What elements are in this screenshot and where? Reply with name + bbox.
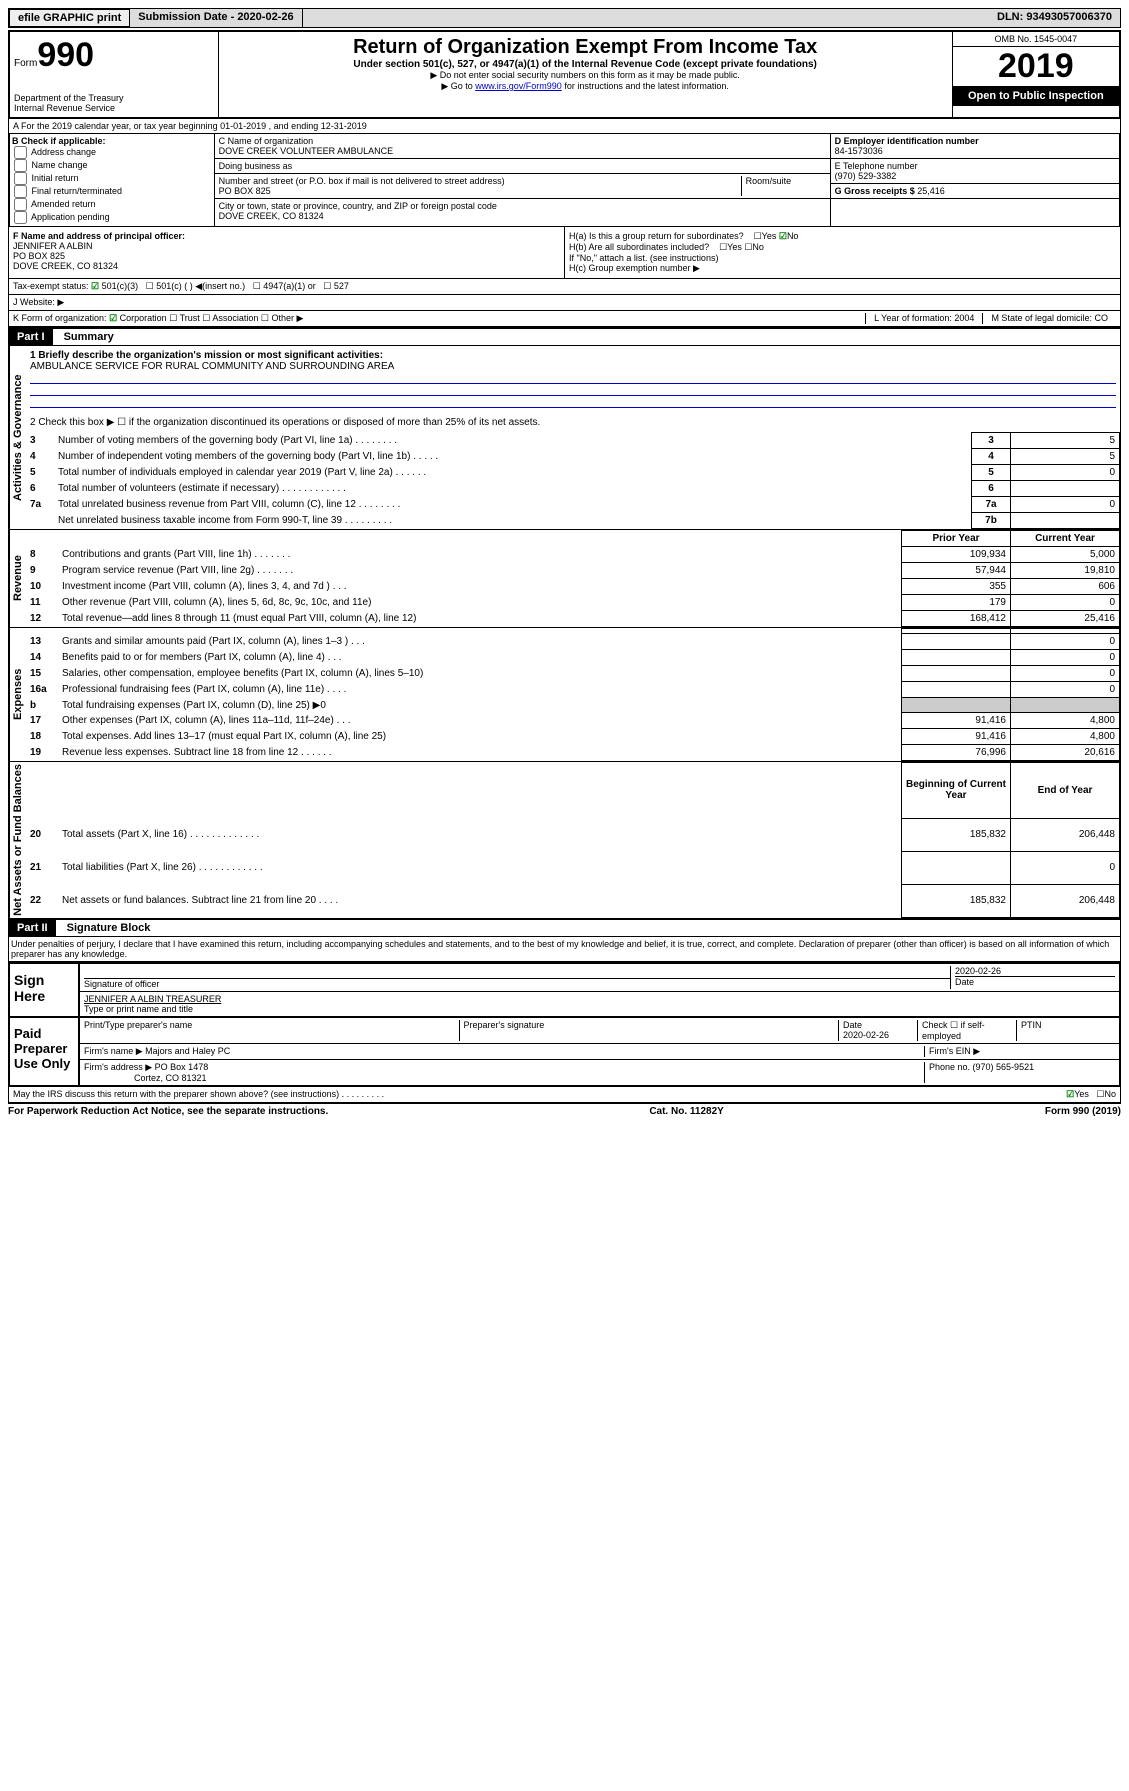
discuss-row: May the IRS discuss this return with the… bbox=[8, 1087, 1121, 1104]
expenses-table: 13 Grants and similar amounts paid (Part… bbox=[26, 628, 1120, 761]
part2-header: Part II bbox=[9, 920, 56, 936]
q2-text: 2 Check this box ▶ ☐ if the organization… bbox=[26, 413, 1120, 432]
room-suite-label: Room/suite bbox=[741, 176, 826, 196]
addr-label: Number and street (or P.O. box if mail i… bbox=[219, 176, 741, 186]
officer-label: F Name and address of principal officer: bbox=[13, 231, 185, 241]
q1-label: 1 Briefly describe the organization's mi… bbox=[30, 350, 383, 361]
gross-receipts-value: 25,416 bbox=[917, 186, 945, 196]
tax-year: 2019 bbox=[953, 47, 1119, 86]
sig-date-label: Date bbox=[955, 976, 1115, 987]
officer-group-block: F Name and address of principal officer:… bbox=[8, 227, 1121, 279]
form-number: 990 bbox=[37, 36, 94, 74]
hb-label: H(b) Are all subordinates included? bbox=[569, 242, 709, 252]
hb-note: If "No," attach a list. (see instruction… bbox=[569, 253, 1116, 263]
efile-print-button[interactable]: efile GRAPHIC print bbox=[9, 9, 130, 27]
firm-ein-label: Firm's EIN ▶ bbox=[925, 1046, 1115, 1057]
addr-value: PO BOX 825 bbox=[219, 186, 741, 196]
chk-final-return[interactable]: Final return/terminated bbox=[12, 185, 212, 198]
part1-title: Summary bbox=[56, 329, 122, 345]
chk-amended-return[interactable]: Amended return bbox=[12, 198, 212, 211]
ha-label: H(a) Is this a group return for subordin… bbox=[569, 231, 744, 241]
officer-name: JENNIFER A ALBIN bbox=[13, 241, 93, 251]
omb-number: OMB No. 1545-0047 bbox=[953, 32, 1119, 47]
website-row: J Website: ▶ bbox=[8, 295, 1121, 311]
firm-name: Majors and Haley PC bbox=[145, 1046, 230, 1056]
sign-here-label: Sign Here bbox=[10, 964, 80, 1016]
officer-addr2: DOVE CREEK, CO 81324 bbox=[13, 261, 118, 271]
self-employed-check[interactable]: Check ☐ if self-employed bbox=[918, 1020, 1017, 1041]
tax-exempt-row: Tax-exempt status: ☑ 501(c)(3) ☐ 501(c) … bbox=[8, 279, 1121, 295]
city-value: DOVE CREEK, CO 81324 bbox=[219, 211, 826, 221]
governance-table: 3 Number of voting members of the govern… bbox=[26, 432, 1120, 529]
exp-label: Expenses bbox=[9, 628, 26, 761]
phone-value: (970) 529-3382 bbox=[835, 171, 897, 181]
instructions-link[interactable]: www.irs.gov/Form990 bbox=[475, 81, 562, 91]
sig-printed-name: JENNIFER A ALBIN TREASURER bbox=[84, 994, 221, 1004]
form-footer: Form 990 (2019) bbox=[1045, 1106, 1121, 1117]
gross-receipts-label: G Gross receipts $ bbox=[835, 186, 915, 196]
entity-info: B Check if applicable: Address change Na… bbox=[8, 134, 1121, 227]
chk-address-change[interactable]: Address change bbox=[12, 146, 212, 159]
prep-date: 2020-02-26 bbox=[843, 1030, 889, 1040]
sig-date: 2020-02-26 bbox=[955, 966, 1001, 976]
chk-name-change[interactable]: Name change bbox=[12, 159, 212, 172]
dept-treasury: Department of the Treasury bbox=[14, 93, 214, 103]
org-name: DOVE CREEK VOLUNTEER AMBULANCE bbox=[219, 146, 826, 156]
city-label: City or town, state or province, country… bbox=[219, 201, 826, 211]
form-word: Form bbox=[14, 58, 37, 69]
paid-preparer-block: Paid Preparer Use Only Print/Type prepar… bbox=[8, 1018, 1121, 1087]
paperwork-notice: For Paperwork Reduction Act Notice, see … bbox=[8, 1106, 328, 1117]
hc-label: H(c) Group exemption number ▶ bbox=[569, 263, 1116, 274]
phone-label: E Telephone number bbox=[835, 161, 918, 171]
org-name-label: C Name of organization bbox=[219, 136, 826, 146]
paid-preparer-label: Paid Preparer Use Only bbox=[10, 1018, 80, 1085]
irs-label: Internal Revenue Service bbox=[14, 103, 214, 113]
ein-value: 84-1573036 bbox=[835, 146, 883, 156]
net-assets-table: Beginning of Current YearEnd of Year20 T… bbox=[26, 762, 1120, 918]
open-public-inspection: Open to Public Inspection bbox=[953, 86, 1119, 106]
gov-label: Activities & Governance bbox=[9, 346, 26, 529]
prep-name-label: Print/Type preparer's name bbox=[84, 1020, 460, 1041]
instructions-line: ▶ Go to www.irs.gov/Form990 for instruct… bbox=[223, 81, 948, 92]
part1-header: Part I bbox=[9, 329, 53, 345]
top-bar: efile GRAPHIC print Submission Date - 20… bbox=[8, 8, 1121, 28]
part2-title: Signature Block bbox=[59, 920, 159, 936]
sig-officer-label: Signature of officer bbox=[84, 978, 950, 989]
form-header: Form990 Department of the Treasury Inter… bbox=[8, 30, 1121, 119]
chk-initial-return[interactable]: Initial return bbox=[12, 172, 212, 185]
sign-here-block: Sign Here Signature of officer 2020-02-2… bbox=[8, 962, 1121, 1018]
officer-addr1: PO BOX 825 bbox=[13, 251, 65, 261]
footer: For Paperwork Reduction Act Notice, see … bbox=[8, 1104, 1121, 1119]
perjury-statement: Under penalties of perjury, I declare th… bbox=[8, 937, 1121, 962]
cat-no: Cat. No. 11282Y bbox=[649, 1106, 723, 1117]
firm-city: Cortez, CO 81321 bbox=[134, 1073, 207, 1083]
submission-date: Submission Date - 2020-02-26 bbox=[130, 9, 302, 27]
net-label: Net Assets or Fund Balances bbox=[9, 762, 26, 918]
ptin-label: PTIN bbox=[1017, 1020, 1115, 1041]
firm-addr: PO Box 1478 bbox=[155, 1062, 209, 1072]
ein-label: D Employer identification number bbox=[835, 136, 979, 146]
revenue-table: Prior YearCurrent Year8 Contributions an… bbox=[26, 530, 1120, 627]
ssn-notice: ▶ Do not enter social security numbers o… bbox=[223, 70, 948, 81]
q1-value: AMBULANCE SERVICE FOR RURAL COMMUNITY AN… bbox=[30, 361, 394, 372]
form-title: Return of Organization Exempt From Incom… bbox=[223, 36, 948, 59]
form-subtitle: Under section 501(c), 527, or 4947(a)(1)… bbox=[223, 59, 948, 70]
box-b-label: B Check if applicable: bbox=[12, 136, 106, 146]
chk-application-pending[interactable]: Application pending bbox=[12, 211, 212, 224]
tax-period: A For the 2019 calendar year, or tax yea… bbox=[8, 119, 1121, 134]
prep-sig-label: Preparer's signature bbox=[460, 1020, 840, 1041]
sig-name-label: Type or print name and title bbox=[84, 1004, 1115, 1014]
klm-row: K Form of organization: ☑ Corporation ☐ … bbox=[8, 311, 1121, 327]
firm-phone: Phone no. (970) 565-9521 bbox=[925, 1062, 1115, 1083]
dba-label: Doing business as bbox=[215, 159, 830, 174]
dln-number: DLN: 93493057006370 bbox=[989, 9, 1120, 27]
rev-label: Revenue bbox=[9, 530, 26, 627]
